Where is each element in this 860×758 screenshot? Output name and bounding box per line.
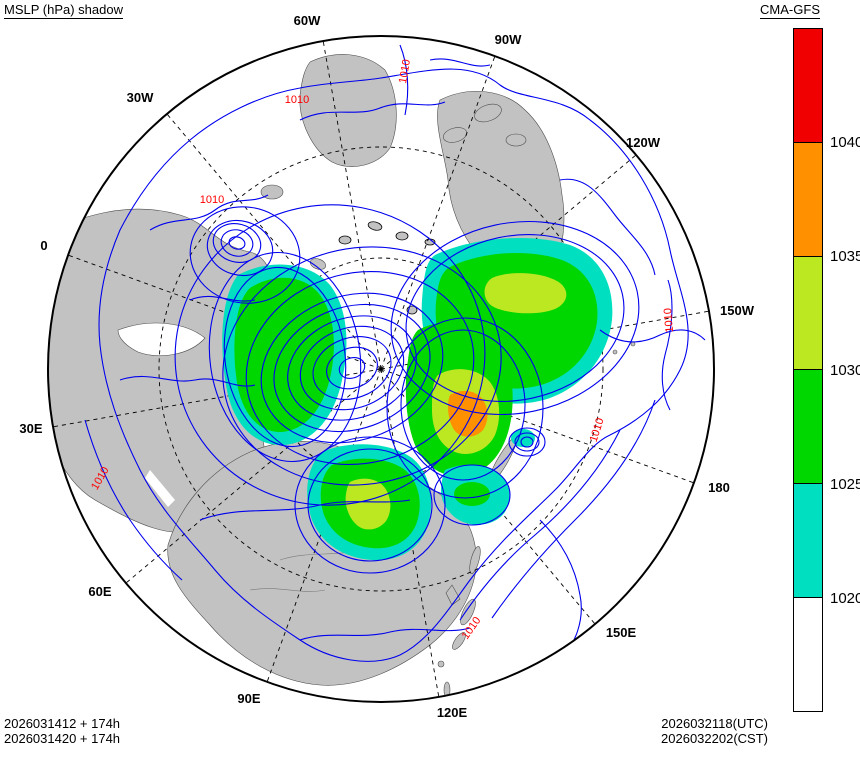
colorbar-tick-1020: 1020 [830,590,860,607]
colorbar [793,28,823,712]
lon-label-150w: 150W [720,303,755,318]
lon-label-90e: 90E [237,691,260,706]
land-greenland [299,54,397,167]
lon-label-90w: 90W [495,32,522,47]
lon-label-30w: 30W [127,90,154,105]
contour-label: 1010 [200,194,224,206]
lon-label-60e: 60E [88,584,111,599]
map-boundary [47,35,715,703]
contour-label: 1010 [662,308,676,333]
contour-label: 1010 [397,58,413,84]
land-japan [460,598,476,626]
colorbar-segment-gt1040 [794,29,822,143]
valid-time-cst: 2026032202(CST) [661,731,768,746]
colorbar-tick-1025: 1025 [830,476,860,493]
land-arctic-island-3 [505,133,527,147]
land-arctic-island [442,127,468,143]
colorbar-tick-1035: 1035 [830,248,860,265]
lon-label-30e: 30E [19,421,42,436]
init-time-line2: 2026031420 + 174h [4,731,121,746]
land-svalbard [309,258,327,270]
valid-times: 2026032118(UTC) 2026032202(CST) [661,716,768,746]
lon-label-60w: 60W [294,13,321,28]
colorbar-segment-1020-1025 [794,484,822,599]
lon-label-150e: 150E [606,625,637,640]
lon-label-120w: 120W [626,135,661,150]
land-japan-2 [452,632,466,650]
colorbar-segment-1025-1030 [794,370,822,485]
land-sakhalin [469,546,481,574]
sea-mediterranean [117,322,206,357]
lon-label-180: 180 [708,480,730,495]
init-times: 2026031412 + 174h 2026031420 + 174h [4,716,120,746]
colorbar-tick-1040: 1040 [830,134,860,151]
colorbar-segment-1035-1040 [794,142,822,257]
polar-map: 1010 1010 1010 1010 1010 1010 1010 0 30E… [19,13,754,720]
land-taiwan [437,660,445,668]
sea-red-sea [145,470,175,507]
colorbar-tick-1030: 1030 [830,362,860,379]
longitude-labels: 0 30E 60E 90E 120E 150E 180 150W 120W 90… [19,13,754,720]
land-arctic-island-2 [474,103,502,123]
valid-time-utc: 2026032118(UTC) [661,716,768,731]
isobar-layer [84,44,706,662]
pressure-shading-layer [222,237,613,561]
colorbar-segment-lt1020 [794,598,822,711]
lon-label-120e: 120E [437,705,468,720]
init-time-line1: 2026031412 + 174h [4,716,121,731]
model-name: CMA-GFS [760,2,820,19]
lon-label-0: 0 [40,238,47,253]
colorbar-segment-1030-1035 [794,256,822,371]
contour-label: 1010 [285,94,309,106]
plot-title: MSLP (hPa) shadow [4,2,123,19]
